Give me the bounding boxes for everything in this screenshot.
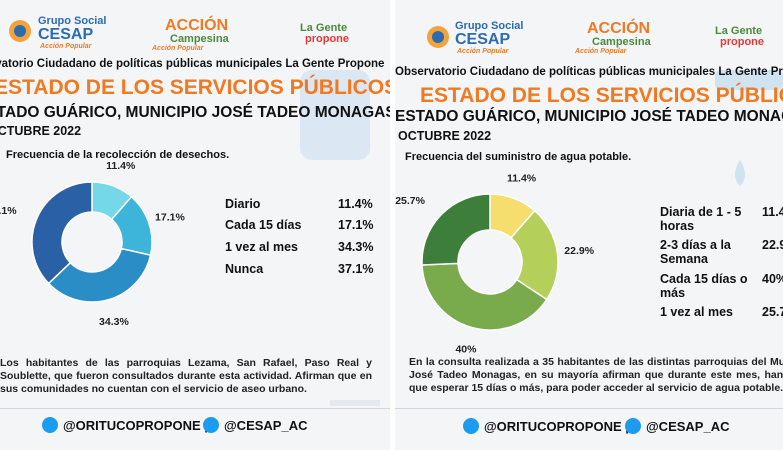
legend-label: 2-3 días a la Semana [660, 238, 731, 266]
donut-slice [47, 247, 152, 303]
twitter-icon [625, 418, 641, 434]
twitter-icon [203, 417, 219, 433]
logo-text: Grupo Social [455, 20, 524, 32]
donut-slice [509, 209, 559, 301]
legend-value: 34.3% [338, 240, 374, 254]
decor [395, 70, 783, 409]
logo-text: ACCIÓN [165, 17, 229, 34]
logo-text: Grupo Social [38, 15, 107, 27]
logo-text: ACCIÓN [587, 20, 651, 37]
data-label: 40% [455, 344, 477, 356]
donut-chart: 11.4% 17.1% 34.3% 37.1% [0, 160, 185, 328]
logo-text: propone [305, 33, 349, 45]
logo-text: propone [720, 36, 764, 48]
donut-slice [421, 193, 491, 266]
donut-slice [421, 262, 548, 331]
legend-value: 11.4% [338, 197, 373, 211]
paragraph: Los habitantes de las parroquias Lezama,… [0, 357, 372, 395]
legend-label: Cada 15 días o más [660, 272, 748, 300]
data-label: 34.3% [99, 316, 129, 328]
legend-label: Diario [225, 197, 261, 211]
legend-label: Cada 15 días [225, 218, 302, 232]
data-label: 25.7% [395, 195, 425, 207]
legend-value: 25.7% [762, 305, 783, 319]
legend-value: 17.1% [338, 218, 374, 232]
logo-text: Acción Popular [457, 48, 509, 55]
region: ESTADO GUÁRICO, MUNICIPIO JOSÉ TADEO MON… [395, 108, 783, 125]
handle: @ORITUCOPROPONE | [484, 419, 629, 434]
donut-chart: 11.4% 22.9% 40% 25.7% [395, 173, 595, 356]
rule [0, 408, 390, 409]
decor [0, 70, 390, 409]
legend-value: 40% [762, 272, 783, 286]
panel: Grupo Social CESAP Acción Popular ACCIÓN… [0, 0, 390, 450]
donut-slice [31, 181, 93, 285]
data-label: 17.1% [155, 212, 185, 224]
rule [395, 408, 783, 409]
date: OCTUBRE 2022 [0, 124, 82, 138]
logo-text: Campesina [592, 36, 651, 48]
legend-value: 11.4% [762, 205, 783, 219]
legend-label: 1 vez al mes [225, 240, 298, 254]
logo-icon [9, 20, 31, 42]
panel: Grupo Social CESAP Acción Popular ACCIÓN… [395, 0, 783, 450]
twitter-icon [463, 418, 479, 434]
logo-icon [427, 26, 449, 48]
data-label: 11.4% [507, 173, 537, 185]
heading: ESTADO DE LOS SERVICIOS PÚBLICOS [420, 84, 783, 107]
logo-text: Acción Popular [575, 48, 627, 55]
handle: @CESAP_AC [646, 419, 730, 434]
legend-label: Nunca [225, 262, 264, 276]
chart-title: Frecuencia del suministro de agua potabl… [405, 151, 632, 163]
drop-icon [735, 160, 745, 186]
handle: @CESAP_AC [224, 418, 308, 433]
faucet-icon [715, 70, 783, 90]
data-label: 11.4% [106, 160, 136, 172]
data-label: 37.1% [0, 205, 17, 217]
region: ESTADO GUÁRICO, MUNICIPIO JOSÉ TADEO MON… [0, 104, 390, 121]
observatory: Observatorio Ciudadano de políticas públ… [395, 66, 783, 78]
logo-text: CESAP [455, 31, 511, 48]
heading: ESTADO DE LOS SERVICIOS PÚBLICOS [0, 76, 390, 99]
logo-text: Acción Popular [40, 43, 92, 50]
deco [330, 400, 380, 406]
date: OCTUBRE 2022 [398, 129, 492, 143]
legend-value: 37.1% [338, 262, 374, 276]
legend-value: 22.9% [762, 238, 783, 252]
logo-text: La Gente [715, 25, 763, 37]
logo-text: Acción Popular [152, 45, 204, 52]
observatory: Observatorio Ciudadano de políticas públ… [0, 58, 385, 70]
legend-label: Diaria de 1 - 5 horas [660, 205, 742, 233]
chart-title: Frecuencia de la recolección de desechos… [6, 149, 230, 161]
handle: @ORITUCOPROPONE | [63, 418, 208, 433]
logo-text: CESAP [38, 26, 94, 43]
paragraph: En la consulta realizada a 35 habitantes… [409, 356, 783, 394]
truck-icon [300, 70, 370, 160]
logo-text: La Gente [300, 22, 348, 34]
twitter-icon [42, 417, 58, 433]
data-label: 22.9% [564, 245, 594, 257]
logo-text: Campesina [170, 33, 229, 45]
legend-label: 1 vez al mes [660, 305, 733, 319]
